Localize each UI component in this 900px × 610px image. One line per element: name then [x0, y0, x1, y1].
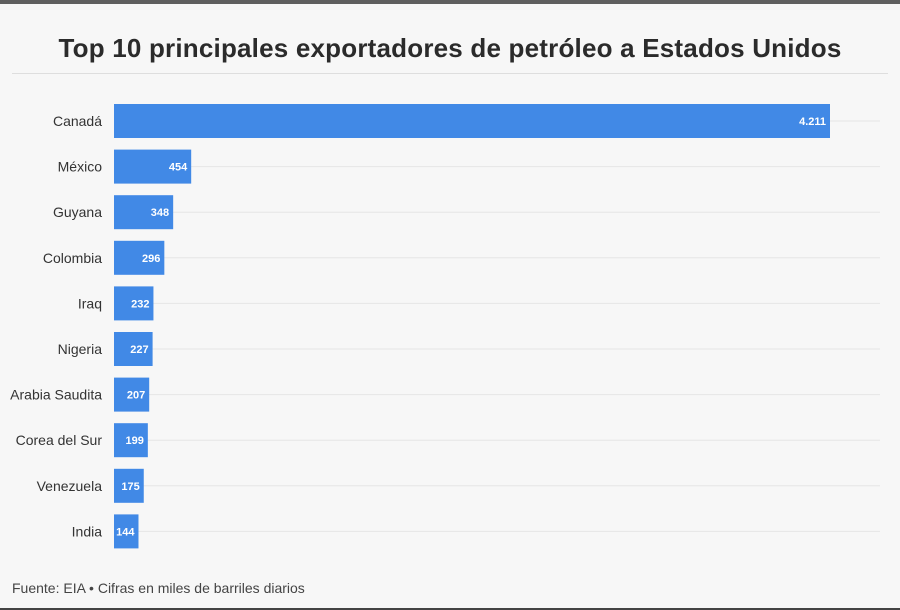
- value-label: 144: [116, 526, 135, 538]
- bar-3: [114, 240, 165, 275]
- title-divider: [12, 73, 888, 74]
- category-label: Arabia Saudita: [10, 387, 102, 403]
- category-label: Canadá: [53, 113, 102, 129]
- category-label: Corea del Sur: [16, 432, 103, 448]
- category-label: India: [72, 523, 103, 539]
- value-label: 296: [142, 253, 160, 265]
- bar-6: [114, 377, 150, 412]
- category-label: México: [58, 159, 103, 175]
- bar-0: [114, 104, 830, 138]
- value-label: 207: [127, 390, 145, 402]
- value-label: 454: [169, 162, 188, 174]
- category-label: Iraq: [78, 295, 102, 311]
- bar-4: [114, 286, 154, 321]
- bar-8: [114, 468, 144, 503]
- value-label: 4.211: [799, 116, 826, 128]
- top-border: [0, 0, 900, 4]
- value-label: 175: [121, 481, 139, 493]
- bar-5: [114, 332, 153, 366]
- source-note: Fuente: EIA • Cifras en miles de barrile…: [12, 580, 305, 596]
- value-label: 232: [131, 298, 149, 310]
- category-label: Guyana: [53, 204, 102, 220]
- bar-1: [114, 149, 192, 184]
- bottom-border: [0, 608, 900, 610]
- category-label: Venezuela: [37, 478, 103, 494]
- value-label: 348: [151, 207, 169, 219]
- bar-chart: Canadá 4.211 México 454 Guyana 348 Colombia 296…: [10, 104, 880, 549]
- value-label: 199: [125, 435, 143, 447]
- bar-7: [114, 423, 148, 458]
- category-label: Nigeria: [58, 341, 103, 357]
- bar-2: [114, 195, 174, 230]
- value-label: 227: [130, 344, 148, 356]
- bar-9: [114, 514, 139, 549]
- category-label: Colombia: [43, 250, 102, 266]
- chart-title: Top 10 principales exportadores de petró…: [58, 33, 842, 63]
